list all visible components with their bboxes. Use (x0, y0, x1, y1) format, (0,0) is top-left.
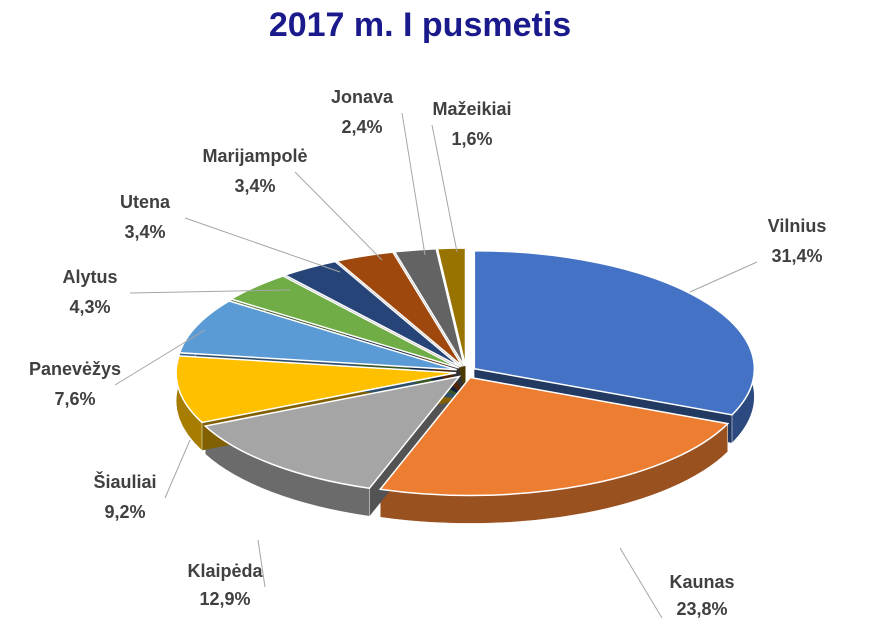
leader-line (689, 261, 758, 293)
slice (203, 375, 462, 490)
leader-line (164, 439, 191, 499)
value-label: 31,4% (771, 246, 822, 266)
category-label: Šiauliai (93, 471, 156, 492)
slice (378, 376, 730, 497)
category-label: Marijampolė (202, 146, 307, 166)
leader-line (619, 547, 663, 619)
leader-line (294, 171, 383, 261)
leader-line (114, 329, 206, 386)
value-label: 4,3% (69, 297, 110, 317)
value-label: 7,6% (54, 389, 95, 409)
value-label: 3,4% (234, 176, 275, 196)
category-label: Vilnius (768, 216, 827, 236)
slice (393, 247, 465, 367)
category-label: Klaipėda (187, 561, 263, 581)
leader-line (184, 217, 341, 273)
leader-line (129, 289, 291, 294)
pie-tops (175, 247, 756, 497)
slice (436, 247, 467, 367)
slice (473, 249, 756, 416)
leader-line (257, 539, 266, 588)
labels: Vilnius 31,4% Kaunas 23,8% Klaipėda 12,9% Šiau… (29, 87, 826, 619)
slice (229, 275, 460, 369)
value-label: 2,4% (341, 117, 382, 137)
category-label: Mažeikiai (432, 99, 511, 119)
leader-line (431, 124, 458, 253)
category-label: Panevėžys (29, 359, 121, 379)
slice (282, 260, 462, 368)
category-label: Utena (120, 192, 171, 212)
value-label: 3,4% (124, 222, 165, 242)
value-label: 1,6% (451, 129, 492, 149)
leader-line (401, 112, 426, 256)
slice (178, 300, 457, 371)
category-label: Jonava (331, 87, 394, 107)
category-label: Alytus (62, 267, 117, 287)
slice (175, 355, 457, 424)
category-label: Kaunas (669, 572, 734, 592)
value-label: 9,2% (104, 502, 145, 522)
value-label: 23,8% (676, 599, 727, 619)
chart-title: 2017 m. I pusmetis (269, 6, 571, 44)
slice (335, 251, 464, 367)
value-label: 12,9% (199, 589, 250, 609)
